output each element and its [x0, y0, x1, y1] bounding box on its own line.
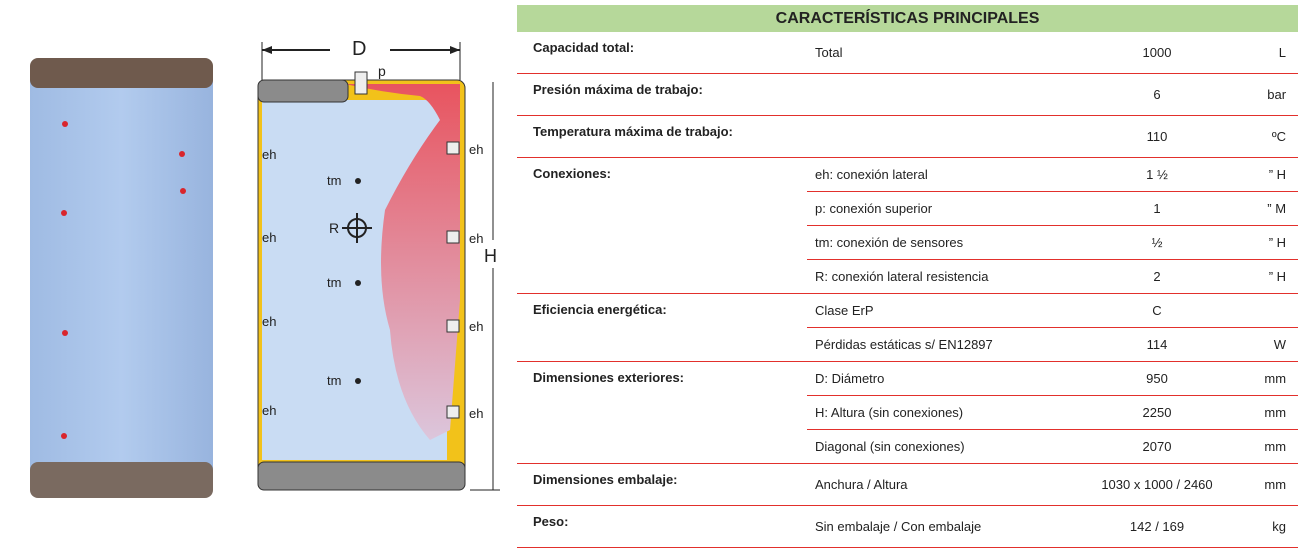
- row-label: Dimensiones exteriores:: [517, 361, 807, 464]
- table-row: Presión máxima de trabajo: 6 bar: [517, 73, 1298, 116]
- diagram-label: eh: [469, 231, 483, 246]
- diagram-label: eh: [262, 230, 276, 245]
- row-label: Eficiencia energética:: [517, 293, 807, 362]
- value: 142 / 169: [1077, 505, 1237, 548]
- table-row: Conexiones: eh: conexión lateral 1 ½” H: [517, 157, 1298, 294]
- unit: ºC: [1237, 115, 1298, 158]
- description: H: Altura (sin conexiones): [807, 395, 1077, 430]
- diagram-label: eh: [469, 142, 483, 157]
- description: Total: [807, 32, 1077, 74]
- value: 110: [1077, 115, 1237, 158]
- table-row: Peso: Sin embalaje / Con embalaje 142 / 16…: [517, 505, 1298, 548]
- value: 1: [1077, 191, 1237, 226]
- unit: mm: [1237, 429, 1298, 464]
- value: 1030 x 1000 / 2460: [1077, 463, 1237, 506]
- value: 114: [1077, 327, 1237, 362]
- row-label: Presión máxima de trabajo:: [517, 73, 807, 116]
- description: p: conexión superior: [807, 191, 1077, 226]
- unit: bar: [1237, 73, 1298, 116]
- table-row: tm: conexión de sensores ½” H: [517, 225, 1298, 260]
- tank-photo: [30, 58, 213, 498]
- table-row: p: conexión superior 1” M: [517, 191, 1298, 226]
- unit: W: [1237, 327, 1298, 362]
- description: R: conexión lateral resistencia: [807, 259, 1077, 294]
- table-row: Temperatura máxima de trabajo: 110 ºC: [517, 115, 1298, 158]
- row-label: Capacidad total:: [517, 32, 807, 74]
- diagram-label: eh: [262, 314, 276, 329]
- diagram-label: eh: [469, 406, 483, 421]
- diagram-label: tm: [327, 173, 341, 188]
- description: tm: conexión de sensores: [807, 225, 1077, 260]
- value: 2: [1077, 259, 1237, 294]
- table-row: Dimensiones embalaje: Anchura / Altura 103…: [517, 463, 1298, 506]
- description: Anchura / Altura: [807, 463, 1077, 506]
- value: 1 ½: [1077, 157, 1237, 192]
- unit: ” H: [1237, 225, 1298, 260]
- diagram-label: D: [352, 38, 366, 60]
- table-row: H: Altura (sin conexiones) 2250 mm: [517, 395, 1298, 430]
- description: [807, 73, 1077, 116]
- row-label: Temperatura máxima de trabajo:: [517, 115, 807, 158]
- table-title: CARACTERÍSTICAS PRINCIPALES: [517, 5, 1298, 32]
- diagram-label: p: [378, 63, 386, 79]
- diagram-label: eh: [469, 319, 483, 334]
- value: 1000: [1077, 32, 1237, 74]
- diagram-label: H: [484, 246, 497, 266]
- diagram-label: R: [329, 220, 339, 236]
- table-row: Eficiencia energética: Clase ErP C: [517, 293, 1298, 362]
- row-label: Dimensiones embalaje:: [517, 463, 807, 506]
- unit: [1237, 293, 1298, 328]
- diagram-label: eh: [262, 147, 276, 162]
- row-label: Peso:: [517, 505, 807, 548]
- page: Ficha {"diagram":{"d":"D","p":"p","h":"H…: [30, 5, 1298, 548]
- description: D: Diámetro: [807, 361, 1077, 396]
- unit: kg: [1237, 505, 1298, 548]
- value: 2070: [1077, 429, 1237, 464]
- unit: mm: [1237, 395, 1298, 430]
- diagram-label: tm: [327, 275, 341, 290]
- table-row: Dimensiones exteriores: D: Diámetro 950 mm: [517, 361, 1298, 464]
- unit: ” H: [1237, 157, 1298, 192]
- table-row: Diagonal (sin conexiones) 2070 mm: [517, 429, 1298, 464]
- description: Sin embalaje / Con embalaje: [807, 505, 1077, 548]
- description: Clase ErP: [807, 293, 1077, 328]
- value: C: [1077, 293, 1237, 328]
- description: [807, 115, 1077, 158]
- diagram-label: eh: [262, 403, 276, 418]
- characteristics-table: CARACTERÍSTICAS PRINCIPALES Capacidad to…: [517, 5, 1298, 548]
- unit: mm: [1237, 361, 1298, 396]
- unit: ” H: [1237, 259, 1298, 294]
- description: Diagonal (sin conexiones): [807, 429, 1077, 464]
- unit: mm: [1237, 463, 1298, 506]
- table-row: R: conexión lateral resistencia 2” H: [517, 259, 1298, 294]
- value: ½: [1077, 225, 1237, 260]
- unit: ” M: [1237, 191, 1298, 226]
- unit: L: [1237, 32, 1298, 74]
- illustrations: Dp Heh eh eh eh eh eh eh eh tm tm tm R: [30, 38, 500, 498]
- description: eh: conexión lateral: [807, 157, 1077, 192]
- table-row: Capacidad total: Total 1000 L: [517, 32, 1298, 74]
- diagram-label: tm: [327, 373, 341, 388]
- table-row: Pérdidas estáticas s/ EN12897 114 W: [517, 327, 1298, 362]
- schematic: [257, 42, 500, 491]
- value: 2250: [1077, 395, 1237, 430]
- description: Pérdidas estáticas s/ EN12897: [807, 327, 1077, 362]
- row-label: Conexiones:: [517, 157, 807, 294]
- value: 950: [1077, 361, 1237, 396]
- value: 6: [1077, 73, 1237, 116]
